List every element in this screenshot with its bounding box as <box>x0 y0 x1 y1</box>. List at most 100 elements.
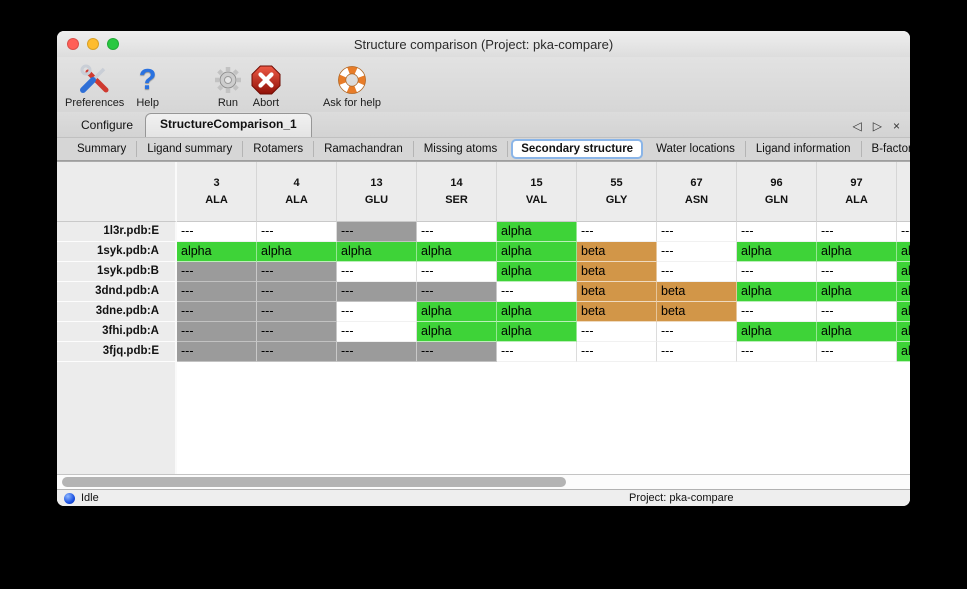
subtab-ligand-information[interactable]: Ligand information <box>746 141 862 157</box>
structure-cell[interactable]: --- <box>177 302 257 322</box>
structure-cell[interactable]: --- <box>337 322 417 342</box>
column-header[interactable] <box>897 162 910 222</box>
structure-cell[interactable]: alpha <box>817 282 897 302</box>
structure-cell[interactable]: beta <box>657 302 737 322</box>
structure-cell[interactable]: --- <box>417 282 497 302</box>
row-label[interactable]: 3dnd.pdb:A <box>57 282 177 302</box>
structure-cell[interactable]: --- <box>817 342 897 362</box>
structure-cell[interactable]: --- <box>257 302 337 322</box>
structure-cell[interactable]: --- <box>177 282 257 302</box>
structure-cell[interactable]: alpha <box>417 242 497 262</box>
structure-cell[interactable]: alpha <box>497 322 577 342</box>
structure-cell[interactable]: --- <box>417 222 497 242</box>
preferences-button[interactable]: Preferences <box>65 63 124 109</box>
row-label[interactable]: 3dne.pdb:A <box>57 302 177 322</box>
structure-cell[interactable]: --- <box>737 342 817 362</box>
structure-cell[interactable]: --- <box>257 282 337 302</box>
structure-cell[interactable]: --- <box>657 342 737 362</box>
row-label[interactable]: 3fhi.pdb:A <box>57 322 177 342</box>
structure-cell[interactable]: --- <box>497 342 577 362</box>
tab-scroll-right-icon[interactable]: ▷ <box>872 119 882 133</box>
structure-cell[interactable]: --- <box>657 222 737 242</box>
structure-cell[interactable]: alpha <box>817 242 897 262</box>
column-header[interactable]: 4 ALA <box>257 162 337 222</box>
structure-cell[interactable]: beta <box>577 282 657 302</box>
structure-cell[interactable]: --- <box>817 222 897 242</box>
structure-cell[interactable]: beta <box>577 302 657 322</box>
subtab-water-locations[interactable]: Water locations <box>646 141 746 157</box>
structure-cell[interactable]: beta <box>577 242 657 262</box>
help-button[interactable]: ? Help <box>136 63 159 109</box>
structure-cell[interactable]: alpha <box>257 242 337 262</box>
structure-cell[interactable]: alpha <box>817 322 897 342</box>
structure-cell[interactable]: --- <box>177 342 257 362</box>
structure-cell[interactable]: --- <box>817 302 897 322</box>
column-header[interactable]: 67 ASN <box>657 162 737 222</box>
structure-cell[interactable]: alpha <box>737 322 817 342</box>
tab-scroll-left-icon[interactable]: ◁ <box>852 119 862 133</box>
structure-cell[interactable]: alpha <box>497 242 577 262</box>
structure-cell[interactable]: beta <box>577 262 657 282</box>
run-button[interactable]: Run <box>213 63 243 109</box>
subtab-ramachandran[interactable]: Ramachandran <box>314 141 414 157</box>
minimize-window-button[interactable] <box>87 38 99 50</box>
structure-cell[interactable]: alpha <box>897 282 910 302</box>
structure-cell[interactable]: --- <box>337 302 417 322</box>
row-label[interactable]: 1syk.pdb:B <box>57 262 177 282</box>
structure-cell[interactable]: --- <box>337 262 417 282</box>
column-header[interactable]: 15 VAL <box>497 162 577 222</box>
ask-for-help-button[interactable]: Ask for help <box>323 63 381 109</box>
structure-cell[interactable]: alpha <box>897 242 910 262</box>
subtab-b-factors[interactable]: B-factors <box>862 141 910 157</box>
structure-cell[interactable]: --- <box>337 342 417 362</box>
structure-cell[interactable]: alpha <box>337 242 417 262</box>
zoom-window-button[interactable] <box>107 38 119 50</box>
structure-cell[interactable]: --- <box>737 302 817 322</box>
tab-close-icon[interactable]: × <box>892 119 900 133</box>
structure-cell[interactable]: --- <box>337 282 417 302</box>
structure-cell[interactable]: --- <box>657 242 737 262</box>
horizontal-scrollbar[interactable] <box>57 474 910 489</box>
structure-cell[interactable]: --- <box>417 262 497 282</box>
subtab-summary[interactable]: Summary <box>67 141 138 157</box>
tab-structurecomparison-1[interactable]: StructureComparison_1 <box>145 113 312 137</box>
close-window-button[interactable] <box>67 38 79 50</box>
structure-cell[interactable]: alpha <box>417 302 497 322</box>
structure-cell[interactable]: --- <box>497 282 577 302</box>
structure-cell[interactable]: --- <box>577 222 657 242</box>
column-header[interactable]: 13 GLU <box>337 162 417 222</box>
structure-cell[interactable]: --- <box>897 222 910 242</box>
structure-cell[interactable]: alpha <box>897 262 910 282</box>
tab-configure[interactable]: Configure <box>81 118 134 132</box>
structure-cell[interactable]: --- <box>177 222 257 242</box>
titlebar[interactable]: Structure comparison (Project: pka-compa… <box>57 31 910 57</box>
structure-cell[interactable]: --- <box>737 222 817 242</box>
structure-cell[interactable]: alpha <box>417 322 497 342</box>
structure-cell[interactable]: alpha <box>897 302 910 322</box>
structure-cell[interactable]: alpha <box>737 242 817 262</box>
column-header[interactable]: 96 GLN <box>737 162 817 222</box>
structure-cell[interactable]: alpha <box>897 322 910 342</box>
structure-cell[interactable]: --- <box>177 322 257 342</box>
structure-cell[interactable]: alpha <box>497 262 577 282</box>
structure-cell[interactable]: --- <box>257 222 337 242</box>
structure-cell[interactable]: alpha <box>737 282 817 302</box>
row-label[interactable]: 1l3r.pdb:E <box>57 222 177 242</box>
subtab-rotamers[interactable]: Rotamers <box>243 141 315 157</box>
structure-cell[interactable]: alpha <box>497 222 577 242</box>
abort-button[interactable]: Abort <box>251 63 281 109</box>
structure-cell[interactable]: --- <box>817 262 897 282</box>
row-label[interactable]: 1syk.pdb:A <box>57 242 177 262</box>
structure-cell[interactable]: --- <box>657 262 737 282</box>
structure-cell[interactable]: beta <box>657 282 737 302</box>
horizontal-scrollbar-thumb[interactable] <box>62 477 566 487</box>
structure-cell[interactable]: --- <box>257 262 337 282</box>
structure-cell[interactable]: --- <box>257 342 337 362</box>
structure-cell[interactable]: --- <box>337 222 417 242</box>
structure-cell[interactable]: --- <box>737 262 817 282</box>
column-header[interactable]: 3 ALA <box>177 162 257 222</box>
structure-cell[interactable]: alpha <box>497 302 577 322</box>
structure-cell[interactable]: --- <box>657 322 737 342</box>
subtab-missing-atoms[interactable]: Missing atoms <box>414 141 509 157</box>
structure-cell[interactable]: --- <box>177 262 257 282</box>
